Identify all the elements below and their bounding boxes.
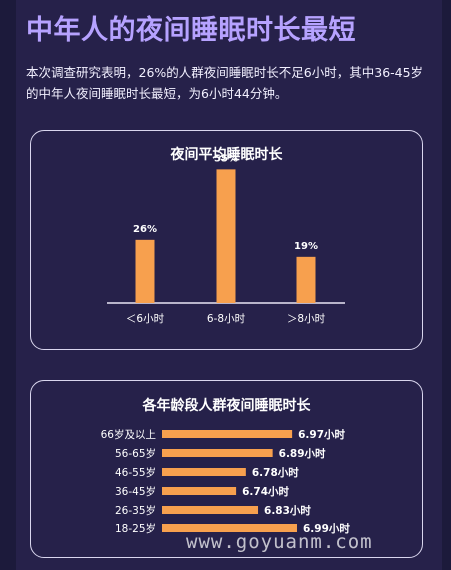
watermark-text: www.goyuanm.com (186, 531, 373, 553)
hbar-6 (162, 524, 297, 532)
hbar-3 (162, 468, 246, 476)
bar-value-label: 55% (214, 153, 238, 164)
hbar-value-label: 6.83小时 (264, 504, 311, 517)
bar-2 (216, 169, 236, 303)
age-group-card: 各年龄段人群夜间睡眠时长 (30, 380, 423, 558)
x-tick-label: ＜6小时 (126, 313, 165, 325)
bar-value-label: 19% (294, 241, 318, 252)
bar-value-label: 26% (133, 224, 157, 235)
intro-text: 本次调查研究表明，26%的人群夜间睡眠时长不足6小时，其中36-45岁的中年人夜… (26, 65, 424, 101)
hbar-1 (162, 430, 293, 438)
hbar-4 (162, 487, 237, 495)
x-tick-label: 6-8小时 (207, 313, 246, 325)
y-tick-label: 18-25岁 (115, 522, 156, 535)
hbar-value-label: 6.78小时 (252, 466, 299, 479)
hbar-2 (162, 449, 273, 457)
hbar-value-label: 6.89小时 (279, 447, 326, 460)
bar-3 (296, 256, 316, 303)
y-tick-label: 66岁及以上 (101, 428, 156, 441)
chart1-title: 夜间平均睡眠时长 (170, 147, 283, 163)
y-tick-label: 56-65岁 (115, 447, 156, 460)
hbar-value-label: 6.74小时 (242, 485, 289, 498)
page-title: 中年人的夜间睡眠时长最短 (26, 15, 356, 46)
y-tick-label: 36-45岁 (115, 485, 156, 498)
hbar-5 (162, 506, 259, 514)
bar-1 (135, 239, 155, 303)
hbar-value-label: 6.99小时 (303, 522, 350, 535)
x-tick-label: ＞8小时 (287, 313, 326, 325)
sleep-duration-card: 夜间平均睡眠时长 (30, 130, 423, 350)
hbar-value-label: 6.97小时 (298, 428, 345, 441)
y-tick-label: 46-55岁 (115, 466, 156, 479)
chart2-title: 各年龄段人群夜间睡眠时长 (142, 398, 311, 414)
y-tick-label: 26-35岁 (115, 504, 156, 517)
